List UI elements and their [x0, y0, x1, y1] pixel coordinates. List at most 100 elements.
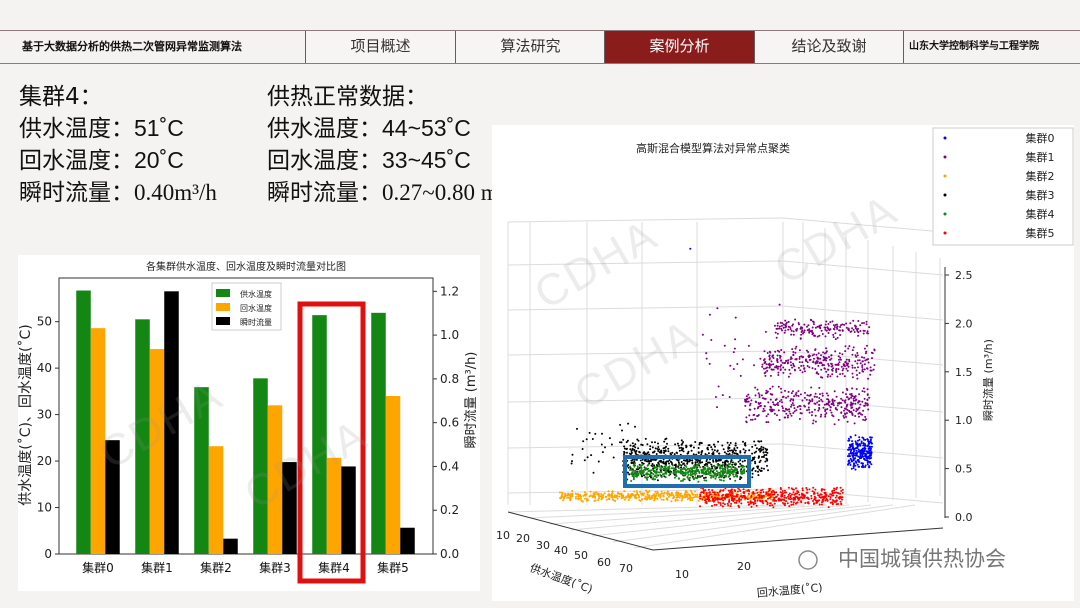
point-集群1: [829, 375, 832, 378]
point-集群1: [873, 348, 876, 351]
point-集群5: [792, 498, 795, 501]
point-集群3: [737, 460, 740, 463]
point-集群5: [708, 499, 711, 502]
point-集群1: [812, 321, 815, 324]
point-集群5: [829, 496, 832, 499]
point-集群1: [862, 332, 865, 335]
point-集群4: [714, 473, 717, 476]
point-集群1: [777, 404, 780, 407]
point-集群1: [769, 387, 772, 390]
z-tick-label: 2.5: [955, 269, 973, 282]
point-集群1: [789, 358, 792, 361]
point-集群1: [817, 373, 820, 375]
tab-algorithm-research[interactable]: 算法研究: [455, 31, 605, 63]
point-集群2: [662, 495, 665, 498]
point-集群1: [778, 418, 781, 421]
point-集群1: [802, 332, 804, 335]
point-集群3: [628, 473, 631, 476]
point-集群4: [653, 469, 656, 472]
point-集群3: [754, 460, 756, 463]
point-集群1: [867, 358, 869, 361]
point-集群1: [856, 374, 858, 376]
point-集群4: [688, 467, 690, 470]
point-集群2: [753, 494, 756, 497]
point-集群1: [746, 397, 749, 400]
point-集群2: [692, 493, 695, 496]
return-value: 20˚C: [134, 147, 184, 173]
point-集群5: [826, 499, 829, 502]
point-集群1: [753, 413, 756, 416]
series-集群3: [570, 422, 769, 482]
point-集群3: [677, 444, 680, 447]
point-集群1: [797, 366, 800, 369]
point-集群5: [794, 498, 797, 501]
point-集群4: [632, 464, 635, 467]
point-集群4: [679, 470, 682, 472]
point-集群4: [712, 476, 715, 479]
point-集群5: [705, 502, 708, 505]
point-集群0: [868, 445, 871, 448]
point-集群1: [818, 397, 821, 399]
point-集群5: [723, 503, 726, 506]
point-集群4: [722, 473, 724, 476]
point-集群1: [851, 414, 854, 416]
point-集群4: [698, 476, 701, 479]
point-集群4: [659, 473, 662, 476]
point-集群1: [789, 361, 792, 364]
point-集群1: [782, 371, 785, 374]
point-集群1: [745, 416, 748, 419]
point-集群1: [810, 414, 813, 417]
point-集群2: [584, 494, 587, 497]
point-集群2: [567, 492, 570, 495]
point-集群2: [634, 496, 636, 499]
point-集群4: [675, 475, 678, 478]
point-集群1: [824, 335, 827, 338]
point-集群5: [736, 495, 738, 498]
point-集群1: [764, 374, 767, 377]
point-集群3: [739, 451, 742, 454]
point-集群2: [744, 490, 747, 493]
tab-conclusion[interactable]: 结论及致谢: [754, 31, 904, 63]
series-集群4: [629, 462, 746, 483]
point-集群1: [767, 401, 770, 404]
point-集群1: [745, 420, 748, 423]
point-集群1: [831, 320, 834, 323]
point-集群5: [730, 495, 733, 498]
point-集群1: [791, 348, 794, 351]
point-集群3: [632, 444, 635, 447]
point-集群5: [801, 497, 804, 500]
point-集群1: [806, 329, 809, 332]
point-集群3: [753, 440, 756, 443]
point-集群1: [721, 394, 724, 397]
point-集群3: [741, 460, 744, 463]
point-集群1: [841, 399, 844, 402]
y-axis-line: [652, 527, 944, 551]
point-集群1: [778, 354, 781, 357]
point-集群1: [787, 390, 790, 393]
tab-project-overview[interactable]: 项目概述: [305, 31, 455, 63]
point-集群0: [849, 448, 852, 451]
point-集群1: [765, 389, 768, 392]
point-集群1: [861, 368, 864, 371]
point-集群1: [808, 331, 811, 334]
point-集群1: [747, 344, 750, 347]
point-集群2: [598, 495, 601, 498]
legend-label: 集群4: [1026, 207, 1055, 221]
point-集群1: [800, 364, 803, 367]
point-集群4: [688, 476, 691, 479]
point-集群1: [784, 389, 786, 392]
x-tick-label: 集群1: [141, 560, 173, 575]
point-集群4: [718, 478, 721, 481]
point-集群3: [697, 447, 700, 449]
point-集群5: [819, 496, 822, 499]
point-集群1: [847, 347, 850, 350]
point-集群1: [827, 373, 830, 376]
tab-case-analysis[interactable]: 案例分析: [604, 31, 754, 63]
point-集群4: [650, 469, 653, 472]
point-集群5: [702, 492, 705, 494]
point-集群5: [812, 492, 815, 495]
point-集群0: [869, 439, 872, 442]
point-集群4: [674, 472, 677, 475]
point-集群3: [739, 462, 742, 465]
